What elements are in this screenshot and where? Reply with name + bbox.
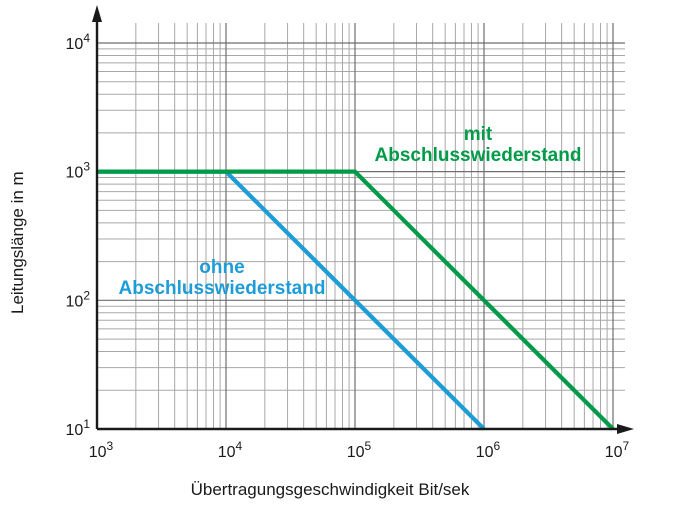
x-axis-title: Übertragungsgeschwindigkeit Bit/sek <box>190 480 470 499</box>
y-axis-title: Leitungslänge in m <box>8 171 27 315</box>
y-tick-label: 101 <box>66 417 91 439</box>
x-tick-label: 103 <box>89 439 114 461</box>
x-tick-label-exponent: 7 <box>623 439 630 453</box>
y-tick-label: 102 <box>66 288 91 310</box>
x-tick-label-exponent: 5 <box>365 439 372 453</box>
x-tick-label: 104 <box>218 439 243 461</box>
x-tick-label: 105 <box>347 439 372 461</box>
y-tick-label-exponent: 2 <box>83 288 90 302</box>
x-tick-label-exponent: 4 <box>236 439 243 453</box>
y-tick-label-exponent: 3 <box>83 160 90 174</box>
curve-label-ohne: ohne Abschlusswiederstand <box>102 257 342 299</box>
curve-label-mit-line1: mit <box>463 124 493 145</box>
y-axis-arrowhead <box>92 5 102 22</box>
x-axis-arrowhead <box>617 424 634 434</box>
curve-label-mit-line2: Abschlusswiederstand <box>374 145 582 166</box>
x-tick-label: 106 <box>476 439 501 461</box>
curve-label-mit: mit Abschlusswiederstand <box>358 124 598 166</box>
x-tick-label: 107 <box>605 439 630 461</box>
y-tick-label: 104 <box>66 31 91 53</box>
x-tick-label-exponent: 6 <box>494 439 501 453</box>
y-tick-label-exponent: 4 <box>83 31 90 45</box>
y-tick-label-exponent: 1 <box>83 417 90 431</box>
x-tick-label-exponent: 3 <box>107 439 114 453</box>
curve-label-ohne-line1: ohne <box>199 257 245 278</box>
curve-label-ohne-line2: Abschlusswiederstand <box>118 278 326 299</box>
series-line-mit <box>97 169 615 431</box>
y-tick-label: 103 <box>66 160 91 182</box>
